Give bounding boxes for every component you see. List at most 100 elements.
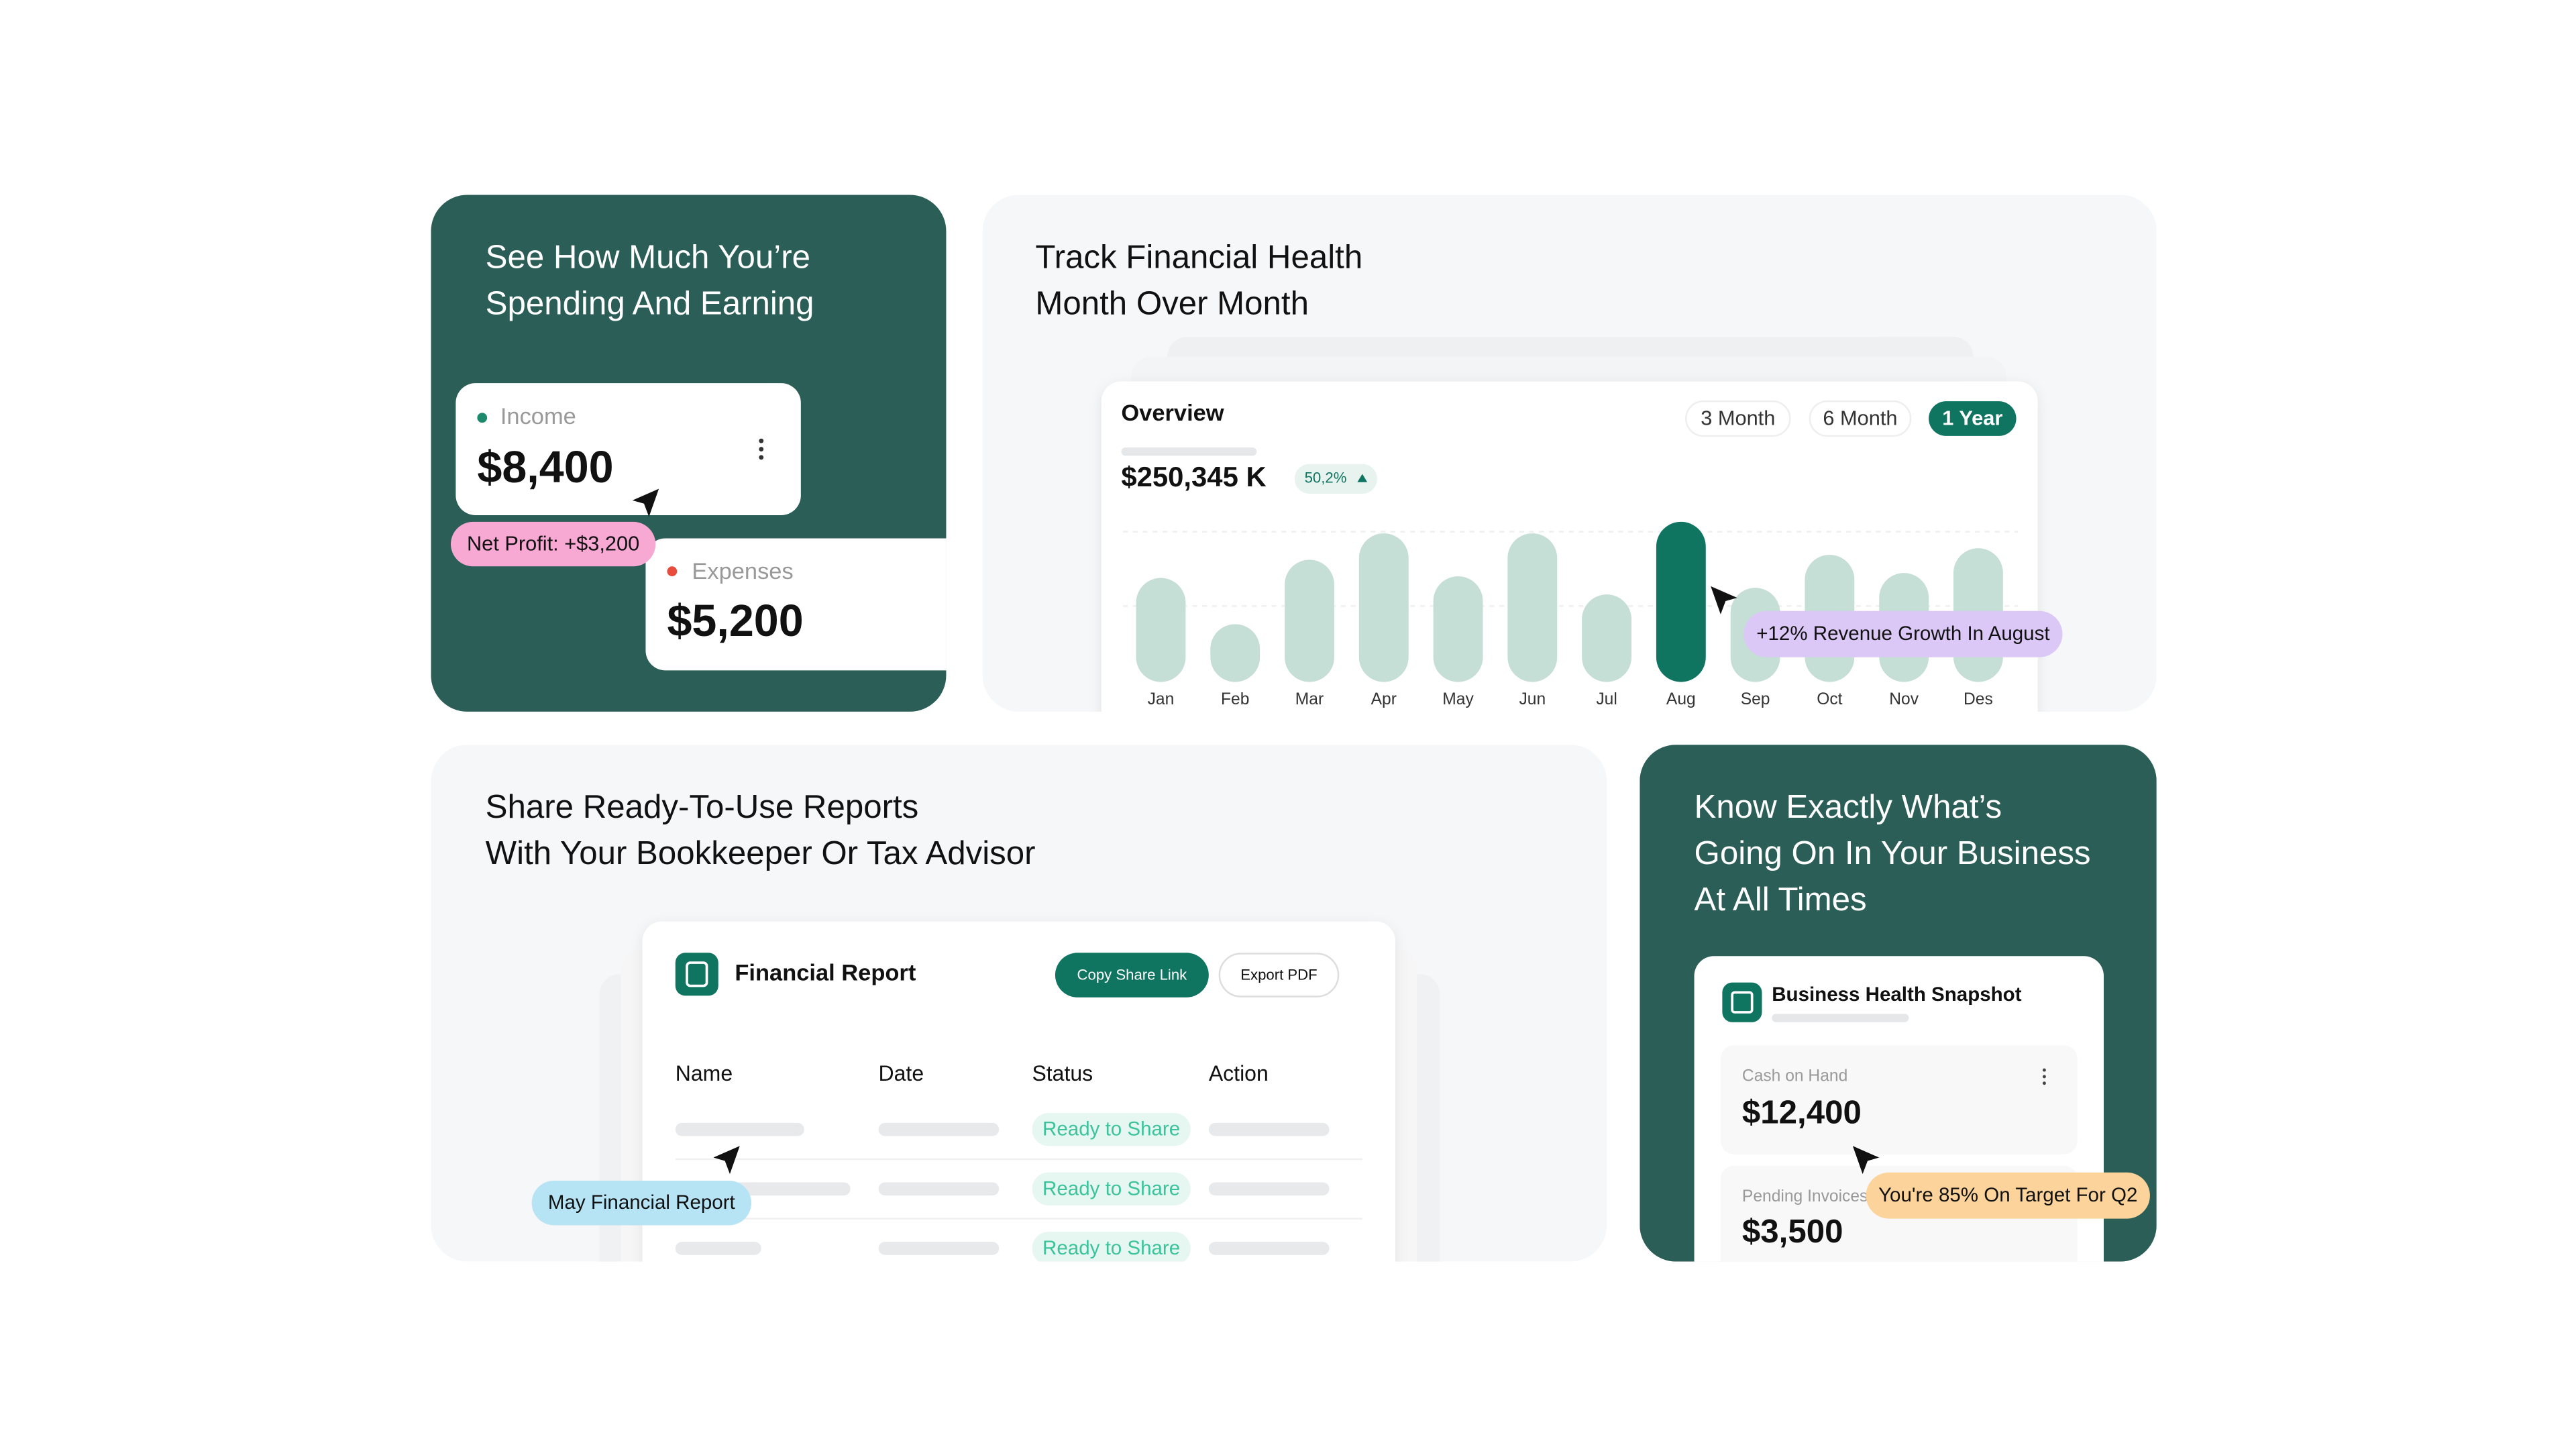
x-tick-label: Nov (1889, 690, 1919, 708)
placeholder (878, 1242, 1000, 1255)
column-header: Name (676, 1061, 733, 1085)
x-tick-label: Jan (1148, 690, 1175, 708)
placeholder (675, 1242, 761, 1255)
callout-pill (1866, 1172, 2150, 1219)
tab-label[interactable]: 3 Month (1701, 406, 1775, 429)
dot (477, 413, 488, 423)
placeholder (1121, 447, 1257, 456)
card-title: Spending And Earning (486, 284, 814, 321)
tooltip: May Financial Report (548, 1191, 735, 1214)
bar (1136, 578, 1186, 682)
bar (1656, 521, 1706, 682)
column-header: Action (1209, 1061, 1269, 1085)
bar (1433, 576, 1483, 682)
x-tick-label: Sep (1741, 690, 1770, 708)
x-tick-label: Oct (1817, 690, 1842, 708)
income-card (455, 383, 801, 515)
expenses-value: $5,200 (667, 596, 803, 646)
bar (1582, 594, 1631, 682)
placeholder (1772, 1014, 1909, 1022)
card-title: With Your Bookkeeper Or Tax Advisor (486, 835, 1036, 871)
placeholder (1208, 1242, 1330, 1255)
pending-value: $3,500 (1742, 1213, 1843, 1250)
status: Ready to Share (1042, 1118, 1180, 1140)
x-tick-label: Des (1964, 690, 1993, 708)
copy-button-label[interactable]: Copy Share Link (1077, 967, 1188, 983)
net-profit: Net Profit: +$3,200 (467, 531, 639, 555)
placeholder (878, 1182, 1000, 1196)
x-tick-label: Jul (1596, 690, 1617, 708)
card-title: Track Financial Health (1035, 238, 1362, 275)
up-arrow (1357, 474, 1368, 482)
report-title: Financial Report (735, 960, 916, 985)
column-header: Status (1032, 1061, 1093, 1085)
tooltip-pill (531, 1181, 751, 1226)
report-panel (642, 921, 1395, 1262)
cash-value: $12,400 (1742, 1094, 1862, 1131)
cash-box (1720, 1045, 2078, 1155)
dot (667, 566, 678, 577)
tab[interactable] (1929, 401, 2017, 436)
income-value: $8,400 (477, 443, 613, 492)
card-title: Month Over Month (1035, 284, 1309, 321)
copy-button[interactable] (1055, 953, 1209, 998)
x-tick-label: Jun (1519, 690, 1546, 708)
callout-pill (1743, 610, 2063, 657)
change-value: 50,2% (1305, 470, 1347, 486)
tab-label[interactable]: 1 Year (1942, 406, 2002, 429)
snapshot-icon-inner (1731, 991, 1754, 1014)
snapshot-title: Business Health Snapshot (1772, 983, 2021, 1006)
x-tick-label: Feb (1221, 690, 1249, 708)
x-tick-label: Aug (1666, 690, 1696, 708)
menu-dots[interactable] (2042, 1068, 2046, 1085)
change-chip (1294, 464, 1377, 494)
card-title: Share Ready-To-Use Reports (486, 788, 919, 825)
overview-total: $250,345 K (1121, 461, 1266, 492)
placeholder (675, 1122, 804, 1136)
spending-card: See How Much You’re Spending And Earning… (431, 195, 947, 712)
expenses-card (645, 538, 947, 671)
tab-label[interactable]: 6 Month (1823, 406, 1897, 429)
pending-label: Pending Invoices (1742, 1187, 1868, 1205)
status-pill (1032, 1232, 1191, 1262)
bar (1285, 559, 1334, 682)
x-tick-label: Mar (1295, 690, 1324, 708)
business-card: Know Exactly What’s Going On In Your Bus… (1640, 745, 2157, 1262)
x-tick-label: Apr (1371, 690, 1397, 708)
x-tick-label: May (1442, 690, 1474, 708)
card-title: Going On In Your Business (1695, 835, 2091, 871)
status: Ready to Share (1042, 1237, 1180, 1259)
report-icon-doc (686, 961, 708, 987)
placeholder (1208, 1182, 1330, 1196)
overview-title: Overview (1121, 400, 1224, 426)
card-title: See How Much You’re (486, 238, 810, 275)
export-button-label[interactable]: Export PDF (1240, 967, 1317, 983)
health-card: Track Financial Health Month Over Month … (982, 195, 2157, 712)
placeholder (878, 1122, 1000, 1136)
status-pill (1032, 1113, 1191, 1146)
card-title: Know Exactly What’s (1695, 788, 2002, 825)
bar (1210, 624, 1260, 682)
cash-label: Cash on Hand (1742, 1067, 1847, 1085)
tab[interactable] (1809, 400, 1912, 437)
expenses-label: Expenses (692, 559, 793, 584)
status-pill (1032, 1172, 1191, 1205)
income-label: Income (500, 404, 576, 429)
status: Ready to Share (1042, 1177, 1180, 1199)
menu-dots[interactable] (759, 438, 764, 460)
export-button[interactable] (1218, 953, 1340, 998)
net-profit-pill (451, 521, 656, 567)
report-icon (675, 953, 718, 996)
bar (1358, 533, 1409, 682)
column-header: Date (879, 1061, 924, 1085)
callout: You're 85% On Target For Q2 (1878, 1184, 2137, 1206)
card-title: At All Times (1695, 881, 1867, 918)
bar (1507, 533, 1558, 682)
tab[interactable] (1685, 400, 1791, 437)
placeholder (1208, 1122, 1330, 1136)
callout: +12% Revenue Growth In August (1756, 623, 2049, 645)
reports-card: Share Ready-To-Use Reports With Your Boo… (431, 745, 1607, 1262)
snapshot-icon (1722, 982, 1762, 1022)
